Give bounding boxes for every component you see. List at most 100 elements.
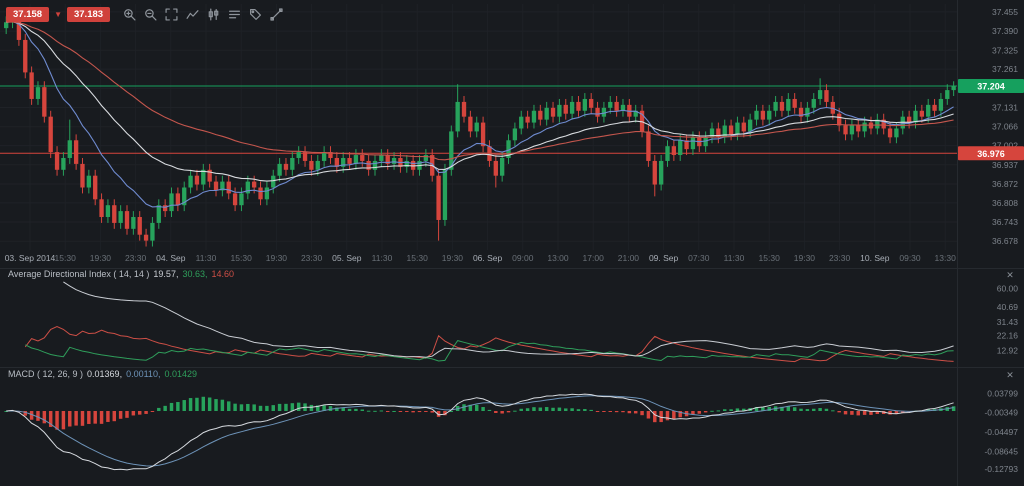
adx-axis-label: 60.00 [997, 283, 1019, 293]
macd-histogram-bar [729, 409, 733, 411]
candle [315, 160, 320, 170]
macd-histogram-bar [74, 410, 78, 426]
candle [118, 211, 123, 223]
macd-histogram-bar [564, 408, 568, 411]
candle [633, 110, 638, 117]
candle [811, 98, 816, 108]
macd-histogram-bar [61, 410, 66, 430]
time-axis-label: 06. Sep [473, 253, 503, 263]
candle [926, 104, 931, 117]
macd-histogram-bar [481, 407, 485, 411]
macd-histogram-bar [754, 407, 759, 411]
macd-histogram-bar [309, 404, 314, 411]
candle [131, 217, 136, 229]
buy-price-button[interactable]: 37.183 [66, 6, 111, 23]
candle [938, 98, 944, 111]
zoom-in-icon[interactable] [120, 6, 139, 23]
macd-histogram-bar [176, 402, 180, 411]
candle [843, 125, 848, 135]
candle [601, 107, 607, 117]
price-axis-label: 36.743 [992, 217, 1018, 227]
expand-icon[interactable] [162, 6, 181, 23]
candle [608, 101, 613, 108]
adx-panel-title: Average Directional Index ( 14, 14 ) [8, 269, 150, 279]
price-axis-label: 37.455 [992, 7, 1018, 17]
candle [73, 140, 79, 164]
candle [252, 181, 257, 188]
macd-histogram-bar [678, 410, 682, 418]
macd-histogram-bar [894, 410, 899, 415]
order-price-badge-label: 36.976 [977, 149, 1005, 159]
candle [506, 140, 511, 158]
time-axis-label: 19:30 [794, 253, 816, 263]
macd-histogram-bar [659, 410, 663, 423]
candle [201, 169, 206, 185]
candle [379, 155, 384, 161]
time-axis-label: 19:30 [90, 253, 112, 263]
candle [162, 205, 168, 212]
macd-histogram-bar [805, 409, 810, 411]
macd-histogram-bar [595, 410, 600, 412]
macd-histogram-bar [837, 410, 841, 413]
macd-histogram-bar [379, 410, 384, 412]
time-axis-label: 19:30 [266, 253, 288, 263]
macd-histogram-bar [633, 410, 638, 414]
candle [35, 87, 41, 99]
price-axis-label: 37.390 [992, 26, 1018, 36]
macd-histogram-bar [48, 410, 53, 427]
candle [767, 110, 772, 120]
candle [646, 131, 651, 161]
macd-histogram-bar [506, 410, 511, 413]
candle [271, 175, 276, 188]
candle [837, 113, 842, 126]
time-axis-label: 07:30 [688, 253, 710, 263]
candle [99, 199, 104, 218]
macd-histogram-bar [341, 407, 345, 411]
candle [42, 87, 47, 117]
candle [321, 152, 327, 161]
price-axis-label: 36.808 [992, 198, 1018, 208]
tag-icon[interactable] [246, 6, 265, 23]
trendline-icon[interactable] [267, 6, 286, 23]
macd-histogram-bar [277, 403, 282, 411]
macd-histogram-bar [640, 410, 644, 416]
candle [220, 181, 225, 191]
candle [716, 128, 721, 138]
candle [207, 169, 212, 182]
macd-histogram-bar [621, 410, 625, 413]
macd-histogram-bar [824, 408, 829, 411]
candlestick-chart-icon[interactable] [204, 6, 223, 23]
candle [182, 187, 187, 206]
price-axis-label: 36.937 [992, 160, 1018, 170]
macd-histogram-bar [614, 410, 619, 413]
macd-histogram-bar [869, 410, 873, 415]
time-axis-label: 11:30 [372, 253, 393, 263]
line-chart-icon[interactable] [183, 6, 202, 23]
candle [67, 140, 72, 158]
candle [175, 193, 181, 206]
zoom-out-icon[interactable] [141, 6, 160, 23]
candle [932, 104, 937, 111]
indicator-list-icon[interactable] [225, 6, 244, 23]
sell-price-button[interactable]: 37.158 [6, 6, 50, 23]
macd-histogram-bar [392, 410, 396, 412]
macd-histogram-bar [360, 409, 365, 411]
macd-histogram-bar [398, 410, 403, 412]
macd-close-icon[interactable]: ✕ [1006, 370, 1014, 380]
macd-histogram-bar [144, 410, 148, 414]
candle [620, 104, 626, 111]
candle [385, 155, 390, 164]
price-axis-label: 37.261 [992, 64, 1018, 74]
macd-histogram-bar [252, 404, 256, 411]
adx-close-icon[interactable]: ✕ [1006, 270, 1014, 280]
price-axis-label: 37.325 [992, 45, 1018, 55]
macd-histogram-bar [163, 405, 167, 411]
candle [919, 110, 925, 117]
macd-histogram-bar [722, 409, 727, 411]
macd-histogram-bar [385, 410, 390, 412]
macd-histogram-bar [780, 406, 784, 411]
candle [449, 131, 454, 170]
macd-histogram-bar [55, 410, 59, 430]
adx-axis-label: 22.16 [997, 330, 1019, 340]
